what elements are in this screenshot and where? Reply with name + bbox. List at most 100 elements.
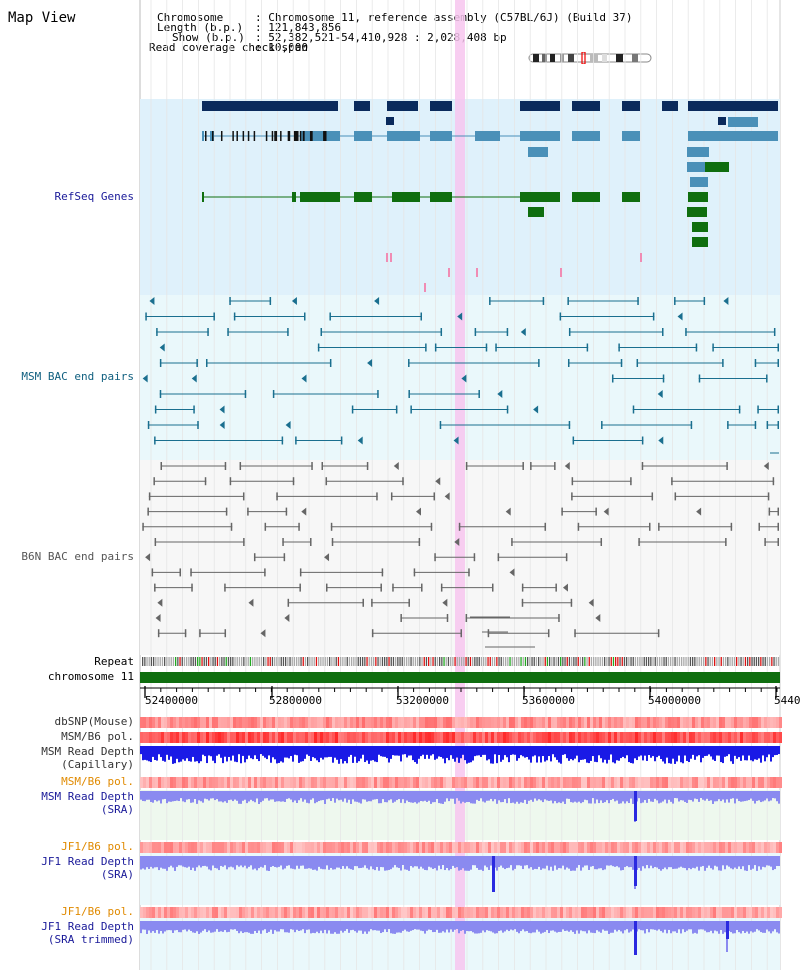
chromosome-ideogram[interactable] [528, 52, 653, 64]
jf1-b6-pol-heat [221, 907, 224, 918]
msm-b6-pol-heat [599, 732, 602, 743]
dbsnp-heat [260, 717, 263, 728]
dbsnp-heat [689, 717, 692, 728]
msm-capillary-depth-bar [276, 746, 278, 764]
repeat-mark [762, 657, 764, 666]
jf1-b6-pol-heat [656, 842, 659, 853]
track-label-b6n-bac[interactable]: B6N BAC end pairs [21, 550, 134, 563]
jf1-sra-depth-bar [398, 856, 400, 868]
msm-b6-pol-heat [392, 732, 395, 743]
jf1-b6-pol-heat [257, 907, 260, 918]
msm-b6-pol-heat [344, 777, 347, 788]
msm-sra-depth-bar [602, 791, 604, 803]
jf1-b6-pol-heat [728, 907, 731, 918]
msm-b6-pol-heat [260, 732, 263, 743]
repeat-mark [172, 657, 175, 666]
msm-b6-pol-heat [164, 777, 167, 788]
refseq-gene-block [430, 101, 452, 111]
msm-sra-depth-bar [608, 791, 610, 804]
jf1-trim-depth-bar [630, 921, 632, 932]
jf1-b6-pol-heat [536, 842, 539, 853]
msm-sra-depth-bar [208, 791, 210, 801]
track-label-refseq-genes[interactable]: RefSeq Genes [54, 190, 134, 203]
msm-b6-pol-heat [263, 777, 266, 788]
repeat-mark [412, 657, 414, 666]
msm-sra-depth-bar [230, 791, 232, 800]
msm-capillary-depth-bar [314, 746, 316, 759]
jf1-trim-depth-bar [750, 921, 752, 932]
jf1-trim-depth-bar [338, 921, 340, 934]
jf1-b6-pol-heat [236, 842, 239, 853]
msm-capillary-depth-bar [778, 746, 780, 755]
repeat-mark [560, 657, 562, 666]
jf1-b6-pol-heat [656, 907, 659, 918]
msm-sra-depth-bar [412, 791, 414, 803]
msm-sra-depth-bar [702, 791, 704, 800]
repeat-mark [634, 657, 637, 666]
jf1-sra-depth-bar [356, 856, 358, 867]
msm-sra-depth-bar [286, 791, 288, 799]
refseq-gene-block [520, 131, 560, 141]
b6n-bac-end-arrow [454, 538, 460, 546]
jf1-sra-depth-bar [330, 856, 332, 868]
dbsnp-heat [515, 717, 518, 728]
refseq-exon-tick [280, 131, 282, 141]
jf1-b6-pol-heat [638, 907, 641, 918]
msm-bac-end [542, 297, 545, 305]
jf1-trim-depth-bar [744, 921, 746, 933]
msm-capillary-depth-bar [298, 746, 300, 763]
msm-b6-pol-heat [650, 777, 653, 788]
jf1-sra-depth-bar [772, 856, 774, 871]
msm-sra-depth-bar [776, 791, 778, 802]
dbsnp-heat [665, 717, 668, 728]
msm-capillary-depth-bar [392, 746, 394, 756]
dbsnp-heat [302, 717, 305, 728]
b6n-bac-end [561, 507, 563, 516]
jf1-trim-depth-bar [670, 921, 672, 934]
jf1-sra-depth-bar [572, 856, 574, 871]
msm-sra-depth-bar [684, 791, 686, 802]
msm-b6-pol-heat [572, 777, 575, 788]
msm-capillary-depth-bar [570, 746, 572, 760]
track-label-msm-bac[interactable]: MSM BAC end pairs [21, 370, 134, 383]
msm-b6-pol-heat [740, 777, 743, 788]
msm-capillary-depth-bar [378, 746, 380, 755]
b6n-bac-end [160, 462, 163, 470]
msm-b6-pol-heat [674, 732, 677, 743]
repeat-mark [181, 657, 183, 666]
jf1-sra-depth-bar [652, 856, 654, 869]
dbsnp-heat [746, 717, 749, 728]
jf1-b6-pol-heat [152, 907, 155, 918]
jf1-trim-depth-bar [526, 921, 528, 932]
jf1-b6-pol-heat [725, 842, 728, 853]
jf1-sra-depth-bar [200, 856, 202, 868]
repeat-mark [296, 657, 298, 666]
msm-sra-depth-bar [472, 791, 474, 804]
msm-sra-depth-bar [238, 791, 240, 804]
jf1-b6-pol-heat [353, 842, 356, 853]
msm-sra-depth-bar [484, 791, 486, 803]
msm-sra-depth-bar [476, 791, 478, 800]
dbsnp-heat [416, 717, 419, 728]
msm-sra-depth-bar [210, 791, 212, 799]
repeat-mark [665, 657, 667, 666]
msm-capillary-depth-bar [452, 746, 454, 759]
msm-sra-depth-bar [176, 791, 178, 801]
repeat-mark [487, 657, 489, 666]
jf1-trim-depth-bar [690, 921, 692, 930]
msm-capillary-depth-bar [554, 746, 556, 758]
msm-b6-pol-heat [248, 732, 251, 743]
msm-sra-depth-bar [336, 791, 338, 799]
jf1-sra-depth-bar [498, 856, 500, 868]
dbsnp-heat [440, 717, 443, 728]
msm-capillary-depth-bar [592, 746, 594, 757]
jf1-sra-depth-bar [764, 856, 766, 868]
jf1-sra-depth-bar [670, 856, 672, 868]
repeat-mark [692, 657, 694, 666]
msm-b6-pol-heat [494, 732, 497, 743]
jf1-b6-pol-heat [227, 907, 230, 918]
msm-bac-end [611, 374, 614, 383]
repeat-mark [678, 657, 681, 666]
jf1-sra-depth-bar [192, 856, 194, 868]
